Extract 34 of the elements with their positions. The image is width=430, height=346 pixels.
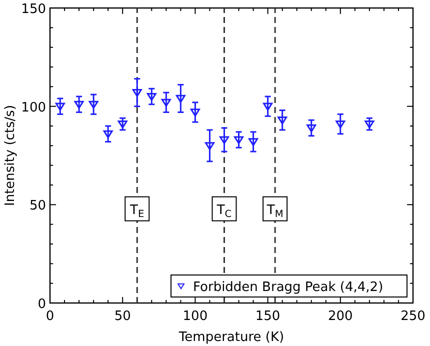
point: [74, 100, 84, 109]
y-tick-label: 0: [38, 297, 46, 312]
point: [278, 116, 288, 124]
point: [306, 124, 316, 132]
point: [234, 136, 244, 144]
point: [336, 120, 346, 128]
point: [263, 102, 273, 111]
point: [176, 94, 186, 103]
point: [248, 138, 258, 146]
y-tick-label: 150: [21, 2, 46, 17]
legend-label: Forbidden Bragg Peak (4,4,2): [193, 280, 384, 295]
point: [118, 120, 128, 128]
point: [88, 100, 98, 109]
y-tick-label: 50: [29, 198, 46, 214]
ref-line-label: T$_{C}$: [216, 202, 232, 220]
x-tick-label: 150: [255, 309, 280, 324]
y-axis-title: Intensity (cts/s): [3, 104, 18, 206]
y-tick-label: 100: [21, 100, 46, 116]
point: [190, 108, 200, 117]
x-tick-label: 200: [328, 309, 353, 324]
point: [219, 136, 229, 144]
point: [161, 98, 171, 107]
x-tick-label: 50: [114, 309, 131, 324]
point: [103, 130, 113, 138]
x-tick-label: 250: [400, 309, 426, 324]
point: [146, 92, 156, 101]
point: [204, 142, 214, 150]
x-axis-title: Temperature (K): [178, 330, 284, 345]
ref-line-label: T$_{E}$: [129, 202, 144, 220]
x-tick-label: 100: [182, 309, 208, 324]
point: [132, 89, 142, 97]
point: [55, 102, 65, 111]
point: [364, 120, 374, 128]
ref-line-label: T$_{M}$: [266, 202, 284, 220]
